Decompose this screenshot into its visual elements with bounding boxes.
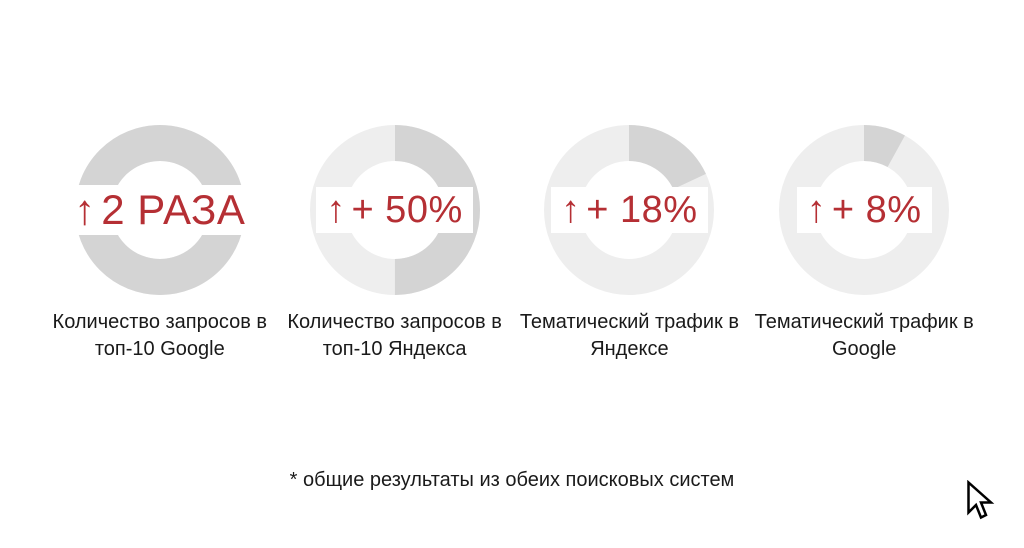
- metric-label: Тематический трафик в Яндексе: [514, 309, 744, 363]
- donut-chart: ↑ + 18%: [544, 125, 714, 295]
- metric-label: Количество запросов в топ-10 Яндекса: [280, 309, 510, 363]
- footnote: * общие результаты из обеих поисковых си…: [0, 469, 1024, 492]
- arrow-up-icon: ↑: [326, 191, 345, 229]
- metric-card: ↑ + 18% Тематический трафик в Яндексе: [514, 125, 744, 363]
- metrics-row: ↑ 2 РАЗА Количество запросов в топ-10 Go…: [0, 125, 1024, 363]
- metric-card: ↑ + 8% Тематический трафик в Google: [749, 125, 979, 363]
- donut-chart: ↑ 2 РАЗА: [75, 125, 245, 295]
- arrow-up-icon: ↑: [561, 191, 580, 229]
- metric-card: ↑ 2 РАЗА Количество запросов в топ-10 Go…: [45, 125, 275, 363]
- metric-value-overlay: ↑ + 8%: [797, 187, 932, 233]
- metric-value-overlay: ↑ + 18%: [551, 187, 707, 233]
- metric-value: + 8%: [832, 191, 922, 229]
- metric-value: + 50%: [351, 191, 462, 229]
- metric-value-overlay: ↑ + 50%: [316, 187, 472, 233]
- cursor-icon: [966, 480, 996, 520]
- arrow-up-icon: ↑: [807, 191, 826, 229]
- metric-value: 2 РАЗА: [101, 189, 245, 231]
- donut-chart: ↑ + 8%: [779, 125, 949, 295]
- metric-label: Количество запросов в топ-10 Google: [45, 309, 275, 363]
- metric-value-overlay: ↑ 2 РАЗА: [64, 185, 255, 235]
- metric-label: Тематический трафик в Google: [749, 309, 979, 363]
- donut-chart: ↑ + 50%: [310, 125, 480, 295]
- metric-value: + 18%: [586, 191, 697, 229]
- metric-card: ↑ + 50% Количество запросов в топ-10 Янд…: [280, 125, 510, 363]
- arrow-up-icon: ↑: [74, 189, 95, 231]
